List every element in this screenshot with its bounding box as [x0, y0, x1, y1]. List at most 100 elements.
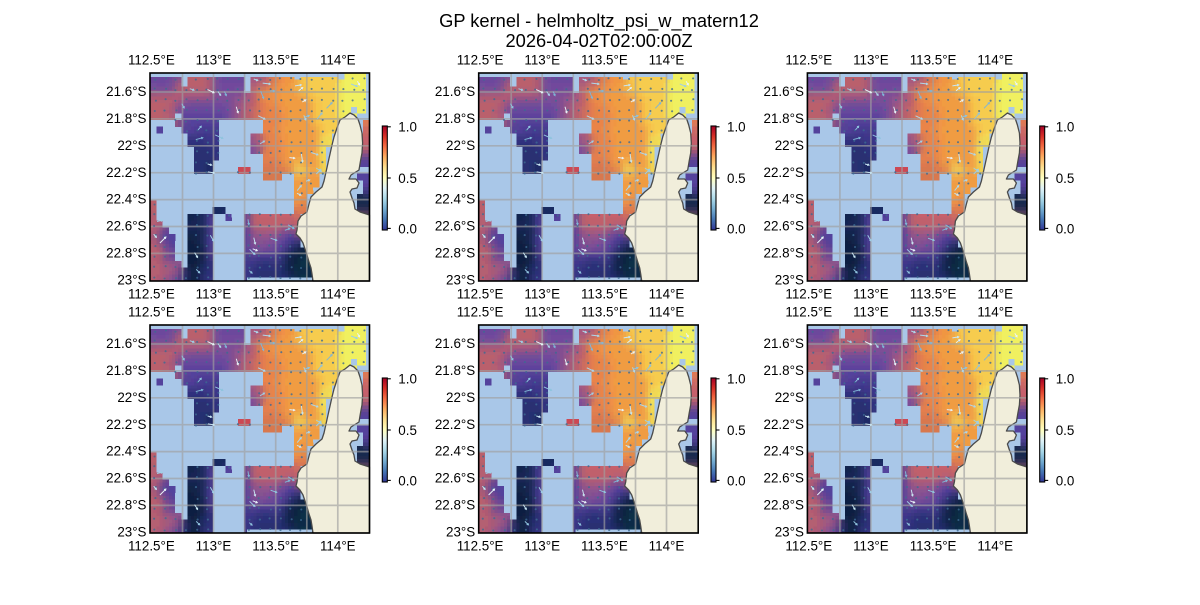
svg-text:113.5°E: 113.5°E — [581, 305, 628, 320]
svg-text:0.5: 0.5 — [727, 171, 746, 186]
svg-text:112.5°E: 112.5°E — [457, 287, 504, 302]
svg-text:113°E: 113°E — [853, 305, 889, 320]
svg-text:23°S: 23°S — [117, 272, 146, 287]
svg-text:113°E: 113°E — [853, 53, 889, 68]
svg-text:114°E: 114°E — [977, 305, 1013, 320]
svg-text:114°E: 114°E — [320, 539, 356, 554]
svg-text:21.6°S: 21.6°S — [106, 84, 146, 99]
svg-text:112.5°E: 112.5°E — [457, 539, 504, 554]
svg-text:21.6°S: 21.6°S — [106, 336, 146, 351]
svg-text:22.6°S: 22.6°S — [764, 219, 804, 234]
svg-text:22.2°S: 22.2°S — [764, 165, 804, 180]
svg-text:112.5°E: 112.5°E — [128, 287, 175, 302]
svg-text:21.8°S: 21.8°S — [435, 111, 475, 126]
svg-text:22.8°S: 22.8°S — [764, 497, 804, 512]
svg-text:1.0: 1.0 — [1056, 372, 1075, 387]
svg-text:0.5: 0.5 — [727, 423, 746, 438]
svg-text:22.4°S: 22.4°S — [106, 444, 146, 459]
svg-text:22.8°S: 22.8°S — [106, 245, 146, 260]
svg-text:22.4°S: 22.4°S — [764, 444, 804, 459]
svg-text:GP kernel - helmholtz_psi_w_ma: GP kernel - helmholtz_psi_w_matern12 — [439, 10, 759, 32]
svg-text:114°E: 114°E — [649, 53, 685, 68]
svg-text:22°S: 22°S — [117, 390, 146, 405]
svg-text:113°E: 113°E — [196, 305, 232, 320]
svg-text:22.6°S: 22.6°S — [106, 471, 146, 486]
svg-text:23°S: 23°S — [446, 272, 475, 287]
svg-text:22.8°S: 22.8°S — [764, 245, 804, 260]
svg-text:0.0: 0.0 — [1056, 473, 1075, 488]
svg-text:113°E: 113°E — [524, 305, 560, 320]
svg-text:22°S: 22°S — [775, 138, 804, 153]
svg-text:22.2°S: 22.2°S — [764, 417, 804, 432]
svg-text:113°E: 113°E — [524, 53, 560, 68]
svg-text:1.0: 1.0 — [727, 120, 746, 135]
svg-text:22.2°S: 22.2°S — [435, 165, 475, 180]
svg-text:112.5°E: 112.5°E — [128, 305, 175, 320]
svg-text:0.5: 0.5 — [1056, 171, 1075, 186]
svg-text:113.5°E: 113.5°E — [581, 287, 628, 302]
svg-text:114°E: 114°E — [649, 287, 685, 302]
svg-text:22°S: 22°S — [117, 138, 146, 153]
svg-text:21.6°S: 21.6°S — [764, 336, 804, 351]
svg-text:0.0: 0.0 — [398, 221, 417, 236]
svg-text:113.5°E: 113.5°E — [910, 287, 957, 302]
svg-text:0.0: 0.0 — [727, 473, 746, 488]
svg-text:113.5°E: 113.5°E — [910, 305, 957, 320]
svg-text:22.2°S: 22.2°S — [106, 165, 146, 180]
svg-text:114°E: 114°E — [977, 53, 1013, 68]
svg-text:113.5°E: 113.5°E — [581, 539, 628, 554]
svg-text:113.5°E: 113.5°E — [910, 53, 957, 68]
svg-text:23°S: 23°S — [775, 272, 804, 287]
svg-text:0.0: 0.0 — [398, 473, 417, 488]
svg-text:22.4°S: 22.4°S — [106, 192, 146, 207]
svg-text:21.6°S: 21.6°S — [435, 84, 475, 99]
svg-text:114°E: 114°E — [977, 287, 1013, 302]
svg-text:22.6°S: 22.6°S — [435, 471, 475, 486]
svg-text:1.0: 1.0 — [727, 372, 746, 387]
svg-text:113.5°E: 113.5°E — [910, 539, 957, 554]
svg-text:22.6°S: 22.6°S — [435, 219, 475, 234]
svg-text:0.5: 0.5 — [398, 423, 417, 438]
svg-text:112.5°E: 112.5°E — [457, 305, 504, 320]
svg-text:22.8°S: 22.8°S — [435, 245, 475, 260]
svg-text:22.2°S: 22.2°S — [106, 417, 146, 432]
svg-text:21.6°S: 21.6°S — [764, 84, 804, 99]
svg-text:21.8°S: 21.8°S — [764, 111, 804, 126]
svg-text:114°E: 114°E — [320, 53, 356, 68]
svg-text:0.5: 0.5 — [398, 171, 417, 186]
svg-text:113°E: 113°E — [196, 287, 232, 302]
svg-text:112.5°E: 112.5°E — [128, 53, 175, 68]
svg-text:113.5°E: 113.5°E — [252, 287, 299, 302]
svg-text:113°E: 113°E — [524, 287, 560, 302]
svg-text:113°E: 113°E — [853, 287, 889, 302]
svg-text:23°S: 23°S — [446, 524, 475, 539]
svg-text:114°E: 114°E — [649, 539, 685, 554]
svg-text:22.4°S: 22.4°S — [435, 192, 475, 207]
svg-text:0.0: 0.0 — [727, 221, 746, 236]
svg-text:113°E: 113°E — [196, 53, 232, 68]
svg-text:22°S: 22°S — [446, 138, 475, 153]
svg-text:22°S: 22°S — [775, 390, 804, 405]
svg-text:114°E: 114°E — [320, 287, 356, 302]
svg-text:0.0: 0.0 — [1056, 221, 1075, 236]
svg-text:21.8°S: 21.8°S — [764, 363, 804, 378]
svg-text:112.5°E: 112.5°E — [785, 287, 832, 302]
svg-text:113°E: 113°E — [853, 539, 889, 554]
svg-text:22°S: 22°S — [446, 390, 475, 405]
svg-text:1.0: 1.0 — [1056, 120, 1075, 135]
svg-text:2026-04-02T02:00:00Z: 2026-04-02T02:00:00Z — [505, 30, 692, 51]
svg-text:23°S: 23°S — [775, 524, 804, 539]
svg-text:21.8°S: 21.8°S — [106, 111, 146, 126]
svg-text:114°E: 114°E — [977, 539, 1013, 554]
svg-text:0.5: 0.5 — [1056, 423, 1075, 438]
svg-text:22.6°S: 22.6°S — [106, 219, 146, 234]
svg-text:22.4°S: 22.4°S — [435, 444, 475, 459]
svg-text:113.5°E: 113.5°E — [581, 53, 628, 68]
svg-text:114°E: 114°E — [649, 305, 685, 320]
svg-text:113°E: 113°E — [524, 539, 560, 554]
svg-text:112.5°E: 112.5°E — [457, 53, 504, 68]
svg-text:112.5°E: 112.5°E — [785, 539, 832, 554]
svg-text:23°S: 23°S — [117, 524, 146, 539]
svg-text:22.4°S: 22.4°S — [764, 192, 804, 207]
svg-text:21.6°S: 21.6°S — [435, 336, 475, 351]
